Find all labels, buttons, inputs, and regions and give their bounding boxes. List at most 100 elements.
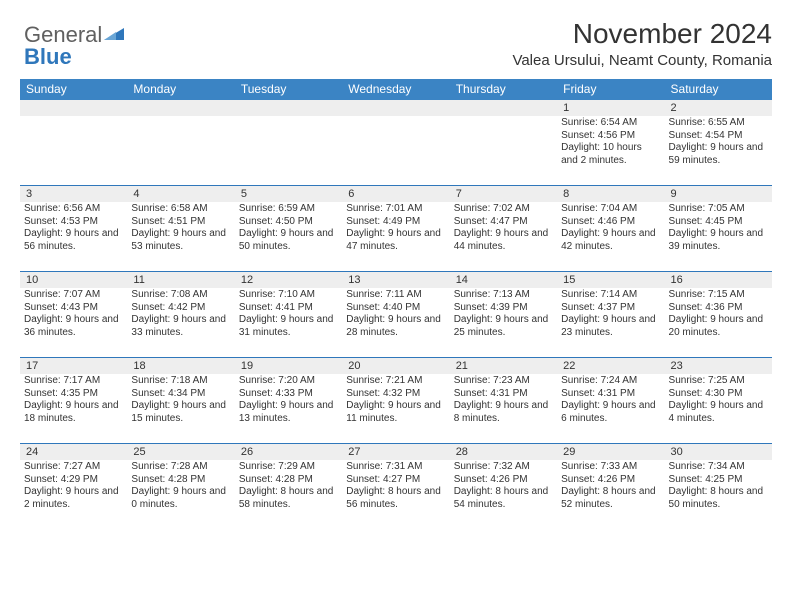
day-number: 20 bbox=[342, 358, 449, 374]
day-number: 2 bbox=[665, 100, 772, 116]
calendar-cell: 13Sunrise: 7:11 AMSunset: 4:40 PMDayligh… bbox=[342, 272, 449, 358]
day-number: 26 bbox=[235, 444, 342, 460]
day-body: Sunrise: 7:11 AMSunset: 4:40 PMDaylight:… bbox=[342, 288, 449, 345]
sunrise-text: Sunrise: 7:05 AM bbox=[669, 203, 768, 216]
sunrise-text: Sunrise: 7:04 AM bbox=[561, 203, 660, 216]
sunset-text: Sunset: 4:43 PM bbox=[24, 302, 123, 315]
sunrise-text: Sunrise: 7:34 AM bbox=[669, 461, 768, 474]
day-number: 21 bbox=[450, 358, 557, 374]
logo-text-blue: Blue bbox=[24, 44, 72, 69]
calendar-cell: 23Sunrise: 7:25 AMSunset: 4:30 PMDayligh… bbox=[665, 358, 772, 444]
calendar-cell: 14Sunrise: 7:13 AMSunset: 4:39 PMDayligh… bbox=[450, 272, 557, 358]
calendar-cell: 27Sunrise: 7:31 AMSunset: 4:27 PMDayligh… bbox=[342, 444, 449, 530]
calendar-cell: 22Sunrise: 7:24 AMSunset: 4:31 PMDayligh… bbox=[557, 358, 664, 444]
day-number: 25 bbox=[127, 444, 234, 460]
sunset-text: Sunset: 4:26 PM bbox=[454, 474, 553, 487]
calendar-week-row: 17Sunrise: 7:17 AMSunset: 4:35 PMDayligh… bbox=[20, 358, 772, 444]
day-body: Sunrise: 6:56 AMSunset: 4:53 PMDaylight:… bbox=[20, 202, 127, 259]
calendar-table: Sunday Monday Tuesday Wednesday Thursday… bbox=[20, 79, 772, 530]
daylight-text: Daylight: 9 hours and 18 minutes. bbox=[24, 400, 123, 425]
sunset-text: Sunset: 4:37 PM bbox=[561, 302, 660, 315]
day-body: Sunrise: 7:28 AMSunset: 4:28 PMDaylight:… bbox=[127, 460, 234, 517]
month-title: November 2024 bbox=[20, 18, 772, 50]
calendar-cell bbox=[127, 100, 234, 186]
day-number: 17 bbox=[20, 358, 127, 374]
day-body: Sunrise: 6:55 AMSunset: 4:54 PMDaylight:… bbox=[665, 116, 772, 173]
calendar-cell: 12Sunrise: 7:10 AMSunset: 4:41 PMDayligh… bbox=[235, 272, 342, 358]
daylight-text: Daylight: 9 hours and 50 minutes. bbox=[239, 228, 338, 253]
sunset-text: Sunset: 4:30 PM bbox=[669, 388, 768, 401]
sunrise-text: Sunrise: 7:31 AM bbox=[346, 461, 445, 474]
calendar-week-row: 3Sunrise: 6:56 AMSunset: 4:53 PMDaylight… bbox=[20, 186, 772, 272]
day-body: Sunrise: 7:17 AMSunset: 4:35 PMDaylight:… bbox=[20, 374, 127, 431]
sunrise-text: Sunrise: 7:10 AM bbox=[239, 289, 338, 302]
sunrise-text: Sunrise: 7:23 AM bbox=[454, 375, 553, 388]
daylight-text: Daylight: 9 hours and 8 minutes. bbox=[454, 400, 553, 425]
daylight-text: Daylight: 9 hours and 42 minutes. bbox=[561, 228, 660, 253]
calendar-cell: 30Sunrise: 7:34 AMSunset: 4:25 PMDayligh… bbox=[665, 444, 772, 530]
dayhead-tuesday: Tuesday bbox=[235, 79, 342, 100]
day-body: Sunrise: 7:20 AMSunset: 4:33 PMDaylight:… bbox=[235, 374, 342, 431]
sunset-text: Sunset: 4:56 PM bbox=[561, 130, 660, 143]
day-number: 28 bbox=[450, 444, 557, 460]
day-body: Sunrise: 7:31 AMSunset: 4:27 PMDaylight:… bbox=[342, 460, 449, 517]
sunrise-text: Sunrise: 7:07 AM bbox=[24, 289, 123, 302]
calendar-cell: 25Sunrise: 7:28 AMSunset: 4:28 PMDayligh… bbox=[127, 444, 234, 530]
calendar-cell: 29Sunrise: 7:33 AMSunset: 4:26 PMDayligh… bbox=[557, 444, 664, 530]
sunrise-text: Sunrise: 7:27 AM bbox=[24, 461, 123, 474]
day-number: 29 bbox=[557, 444, 664, 460]
calendar-cell: 1Sunrise: 6:54 AMSunset: 4:56 PMDaylight… bbox=[557, 100, 664, 186]
day-number: 12 bbox=[235, 272, 342, 288]
sunset-text: Sunset: 4:54 PM bbox=[669, 130, 768, 143]
day-body: Sunrise: 7:21 AMSunset: 4:32 PMDaylight:… bbox=[342, 374, 449, 431]
calendar-cell: 9Sunrise: 7:05 AMSunset: 4:45 PMDaylight… bbox=[665, 186, 772, 272]
sunset-text: Sunset: 4:31 PM bbox=[454, 388, 553, 401]
calendar-cell bbox=[235, 100, 342, 186]
calendar-cell: 18Sunrise: 7:18 AMSunset: 4:34 PMDayligh… bbox=[127, 358, 234, 444]
daylight-text: Daylight: 8 hours and 50 minutes. bbox=[669, 486, 768, 511]
calendar-cell: 19Sunrise: 7:20 AMSunset: 4:33 PMDayligh… bbox=[235, 358, 342, 444]
dayhead-monday: Monday bbox=[127, 79, 234, 100]
day-number: 10 bbox=[20, 272, 127, 288]
sunrise-text: Sunrise: 6:55 AM bbox=[669, 117, 768, 130]
calendar-cell: 10Sunrise: 7:07 AMSunset: 4:43 PMDayligh… bbox=[20, 272, 127, 358]
day-body: Sunrise: 7:01 AMSunset: 4:49 PMDaylight:… bbox=[342, 202, 449, 259]
day-body: Sunrise: 7:07 AMSunset: 4:43 PMDaylight:… bbox=[20, 288, 127, 345]
sunset-text: Sunset: 4:49 PM bbox=[346, 216, 445, 229]
day-number: 13 bbox=[342, 272, 449, 288]
logo-triangle-icon bbox=[104, 22, 124, 44]
sunset-text: Sunset: 4:47 PM bbox=[454, 216, 553, 229]
calendar-cell: 21Sunrise: 7:23 AMSunset: 4:31 PMDayligh… bbox=[450, 358, 557, 444]
sunrise-text: Sunrise: 7:15 AM bbox=[669, 289, 768, 302]
day-number bbox=[235, 100, 342, 116]
day-header-row: Sunday Monday Tuesday Wednesday Thursday… bbox=[20, 79, 772, 100]
calendar-cell: 7Sunrise: 7:02 AMSunset: 4:47 PMDaylight… bbox=[450, 186, 557, 272]
calendar-cell: 15Sunrise: 7:14 AMSunset: 4:37 PMDayligh… bbox=[557, 272, 664, 358]
sunrise-text: Sunrise: 7:02 AM bbox=[454, 203, 553, 216]
dayhead-thursday: Thursday bbox=[450, 79, 557, 100]
dayhead-wednesday: Wednesday bbox=[342, 79, 449, 100]
day-number: 15 bbox=[557, 272, 664, 288]
sunset-text: Sunset: 4:33 PM bbox=[239, 388, 338, 401]
sunset-text: Sunset: 4:51 PM bbox=[131, 216, 230, 229]
sunrise-text: Sunrise: 7:08 AM bbox=[131, 289, 230, 302]
day-body: Sunrise: 7:32 AMSunset: 4:26 PMDaylight:… bbox=[450, 460, 557, 517]
sunrise-text: Sunrise: 7:20 AM bbox=[239, 375, 338, 388]
day-body: Sunrise: 7:25 AMSunset: 4:30 PMDaylight:… bbox=[665, 374, 772, 431]
calendar-week-row: 1Sunrise: 6:54 AMSunset: 4:56 PMDaylight… bbox=[20, 100, 772, 186]
sunset-text: Sunset: 4:50 PM bbox=[239, 216, 338, 229]
calendar-week-row: 10Sunrise: 7:07 AMSunset: 4:43 PMDayligh… bbox=[20, 272, 772, 358]
sunrise-text: Sunrise: 7:18 AM bbox=[131, 375, 230, 388]
location-subtitle: Valea Ursului, Neamt County, Romania bbox=[20, 52, 772, 69]
day-number: 4 bbox=[127, 186, 234, 202]
day-number: 18 bbox=[127, 358, 234, 374]
sunset-text: Sunset: 4:31 PM bbox=[561, 388, 660, 401]
daylight-text: Daylight: 9 hours and 2 minutes. bbox=[24, 486, 123, 511]
sunrise-text: Sunrise: 6:56 AM bbox=[24, 203, 123, 216]
title-area: November 2024 Valea Ursului, Neamt Count… bbox=[20, 18, 772, 69]
sunset-text: Sunset: 4:34 PM bbox=[131, 388, 230, 401]
day-number bbox=[20, 100, 127, 116]
day-number: 9 bbox=[665, 186, 772, 202]
daylight-text: Daylight: 9 hours and 36 minutes. bbox=[24, 314, 123, 339]
sunrise-text: Sunrise: 7:11 AM bbox=[346, 289, 445, 302]
